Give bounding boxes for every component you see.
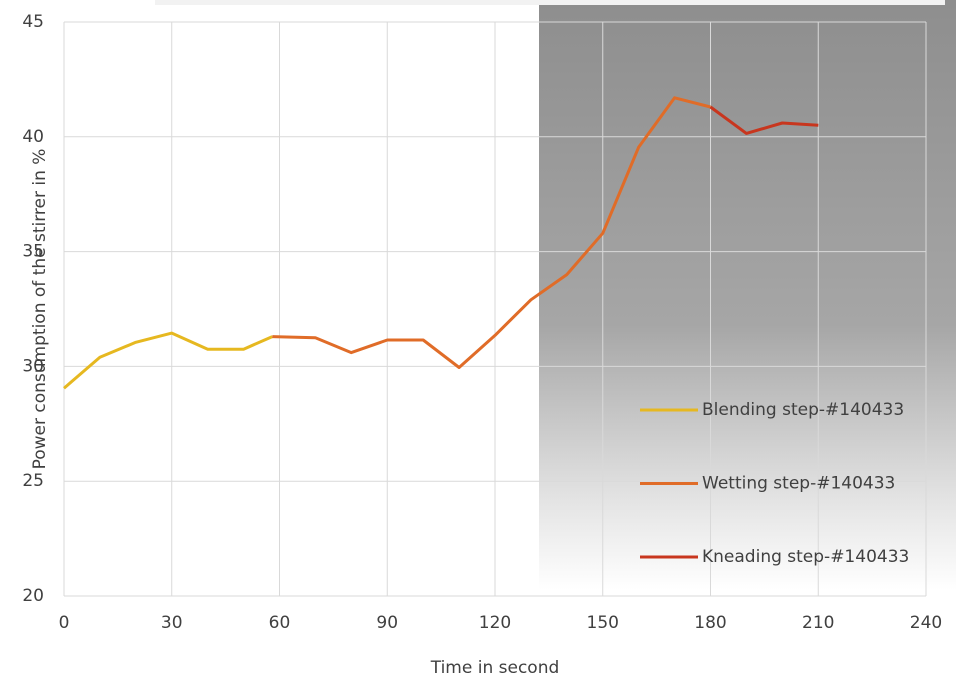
y-tick-label: 35 — [22, 242, 44, 262]
background-image — [539, 0, 956, 590]
legend-label: Kneading step-#140433 — [702, 547, 909, 567]
x-axis-title: Time in second — [430, 658, 560, 678]
chart: Time in second Power consumption of the … — [0, 0, 956, 682]
x-tick-label: 90 — [376, 613, 398, 633]
y-tick-label: 40 — [22, 127, 44, 147]
legend-label: Wetting step-#140433 — [702, 474, 895, 494]
y-tick-label: 45 — [22, 12, 44, 32]
x-tick-label: 180 — [694, 613, 726, 633]
y-tick-label: 30 — [22, 356, 44, 376]
x-tick-label: 240 — [910, 613, 942, 633]
x-tick-label: 30 — [161, 613, 183, 633]
legend-label: Blending step-#140433 — [702, 400, 904, 420]
x-tick-label: 60 — [269, 613, 291, 633]
x-tick-label: 210 — [802, 613, 834, 633]
x-tick-label: 0 — [59, 613, 70, 633]
x-tick-label: 120 — [479, 613, 511, 633]
y-tick-label: 25 — [22, 471, 44, 491]
series-line — [64, 333, 272, 388]
y-axis-title: Power consumption of the stirrer in % — [30, 149, 50, 470]
top-bar — [155, 0, 945, 5]
x-tick-label: 150 — [587, 613, 619, 633]
y-tick-label: 20 — [22, 586, 44, 606]
